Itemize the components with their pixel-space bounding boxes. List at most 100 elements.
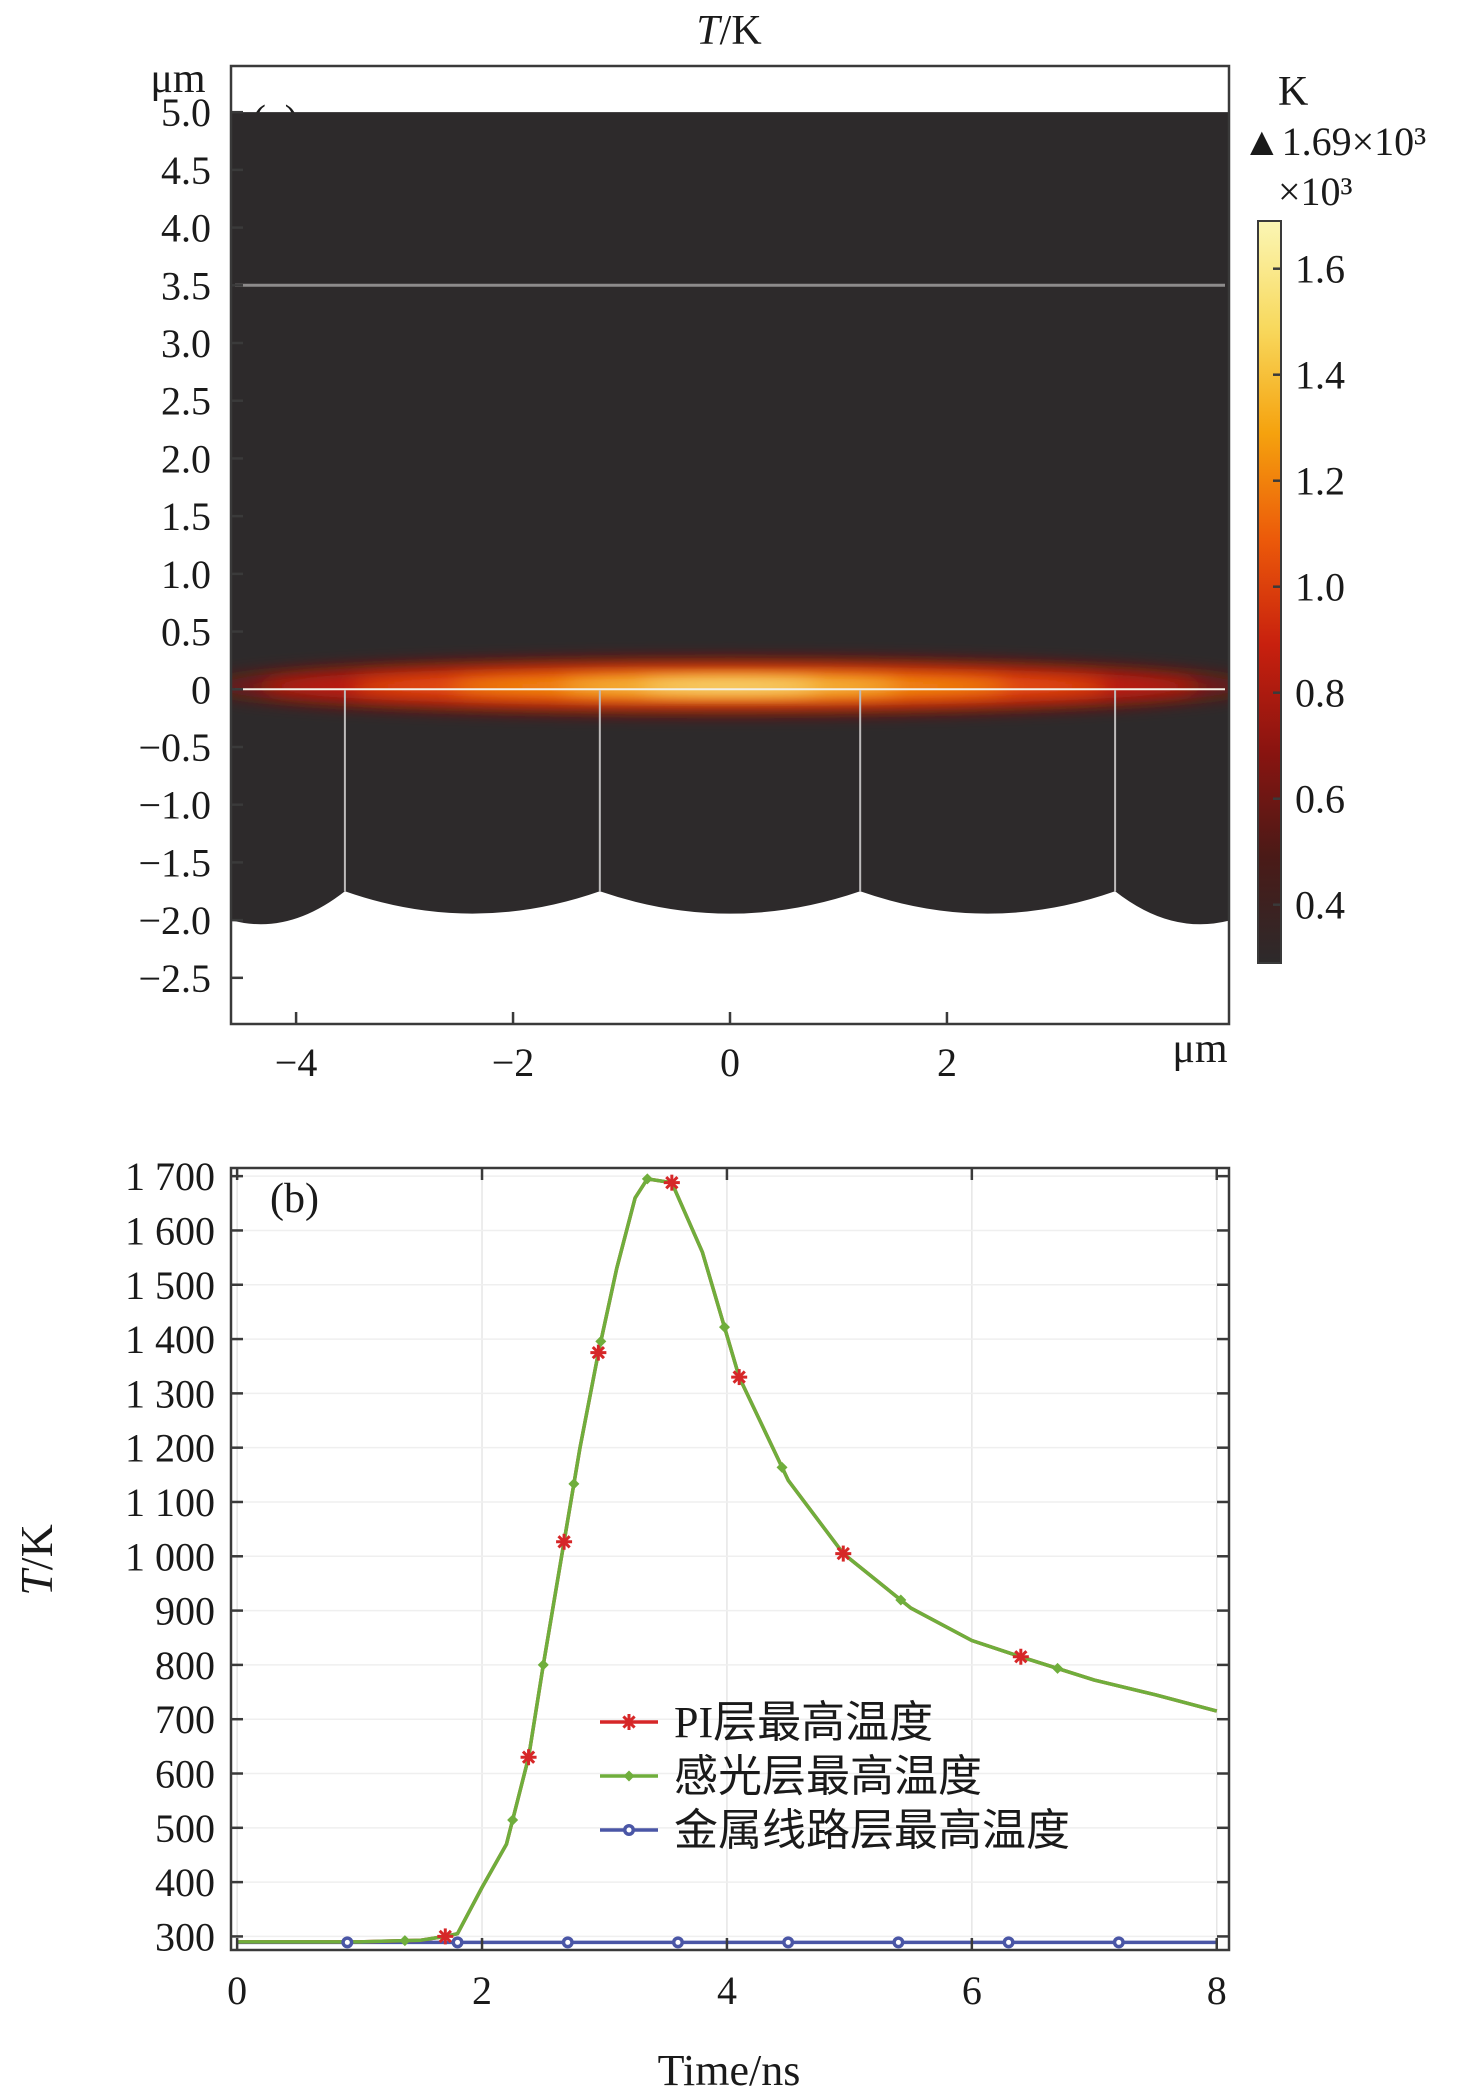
legend-swatch-marker — [623, 1770, 635, 1782]
y-tick-label: −0.5 — [138, 725, 211, 770]
x-tick-label: −2 — [492, 1040, 535, 1085]
layer-boundaries — [235, 283, 1225, 892]
x-tick-label: 4 — [717, 1968, 737, 2013]
panel-a-heatmap: T/K μm μm (a) 5.04.54.03.53.02.52.01.51.… — [138, 8, 1426, 1085]
heatmap-x-unit-label: μm — [1172, 1026, 1228, 1072]
y-tick-label: 1 000 — [125, 1534, 215, 1579]
series-1-marker-8 — [895, 1594, 907, 1606]
x-tick-label: 6 — [962, 1968, 982, 2013]
y-tick-label: 1.5 — [161, 494, 211, 539]
line-chart-y-axis: 300 400 500 600 700 800 900 1 000 1 100 1 200 1 30… — [125, 1154, 1229, 1959]
y-tick-label: 600 — [155, 1752, 215, 1797]
series-2-marker-6 — [1002, 1936, 1015, 1949]
y-tick-label: 3.5 — [161, 263, 211, 308]
y-tick-label: 800 — [155, 1643, 215, 1688]
y-tick-label: 400 — [155, 1860, 215, 1905]
series-1-marker-3 — [568, 1478, 580, 1490]
series-2-marker-2 — [561, 1936, 574, 1949]
series-0-marker-0 — [437, 1928, 454, 1945]
line-chart-x-axis: 0 2 4 6 8 — [227, 1168, 1227, 2013]
colorbar-gradient — [1257, 220, 1282, 964]
series-2-marker-0 — [341, 1936, 354, 1949]
y-tick-label: −2.5 — [138, 956, 211, 1001]
y-tick-label: 4.5 — [161, 148, 211, 193]
y-tick-label: 1 500 — [125, 1263, 215, 1308]
hot-spot-layer-5 — [640, 682, 820, 690]
y-tick-label: 500 — [155, 1806, 215, 1851]
series-2-marker-7 — [1112, 1936, 1125, 1949]
y-tick-label: 4.0 — [161, 206, 211, 251]
y-tick-label: 1 400 — [125, 1317, 215, 1362]
colorbar-unit: K — [1278, 69, 1308, 115]
heatmap-y-axis: 5.0 4.5 4.0 3.5 3.0 2.5 2.0 1.5 1.0 0.5 0 −0.5 −1.0 −… — [138, 90, 243, 1001]
heatmap-body — [231, 112, 1229, 925]
heatmap-x-axis: −4 −2 0 2 — [275, 1012, 957, 1085]
legend-swatch-marker — [621, 1714, 637, 1730]
heatmap-domain — [231, 112, 1229, 925]
y-tick-label: 1 600 — [125, 1208, 215, 1253]
series-1-marker-7 — [776, 1461, 788, 1473]
y-tick-label: 700 — [155, 1697, 215, 1742]
series-1-marker-1 — [507, 1814, 519, 1826]
series-2-marker-1 — [451, 1936, 464, 1949]
y-tick-label: −1.0 — [138, 783, 211, 828]
colorbar-scale-label: ×10³ — [1278, 169, 1353, 214]
line-chart-grid — [231, 1168, 1229, 1950]
colorbar-max-label: ▲1.69×10³ — [1242, 119, 1426, 164]
line-chart-frame — [229, 1166, 1231, 1952]
panel-b-line-chart: 300 400 500 600 700 800 900 1 000 1 100 1 200 1 30… — [11, 1154, 1231, 2095]
y-tick-label: 1 200 — [125, 1426, 215, 1471]
series-0-marker-2 — [556, 1533, 573, 1550]
x-tick-label: 8 — [1207, 1968, 1227, 2013]
series-0-marker-7 — [1012, 1648, 1029, 1665]
legend-entry-label: PI层最高温度 — [674, 1698, 933, 1747]
legend-entry-label: 感光层最高温度 — [674, 1752, 982, 1801]
x-tick-label: 0 — [227, 1968, 247, 2013]
series-0-marker-3 — [590, 1344, 607, 1361]
colorbar-tick-label: 1.0 — [1295, 565, 1345, 610]
series-1-marker-4 — [595, 1335, 607, 1347]
y-tick-label: 2.0 — [161, 436, 211, 481]
x-tick-label: 2 — [472, 1968, 492, 2013]
panel-b-label: (b) — [270, 1176, 319, 1222]
x-tick-label: 0 — [720, 1040, 740, 1085]
y-tick-label: 1 100 — [125, 1480, 215, 1525]
y-tick-label: 0.5 — [161, 610, 211, 655]
y-tick-label: 1 300 — [125, 1371, 215, 1416]
series-0-marker-5 — [731, 1369, 748, 1386]
y-tick-label: −1.5 — [138, 840, 211, 885]
colorbar-tick-label: 1.2 — [1295, 459, 1345, 504]
series-0-marker-1 — [520, 1749, 537, 1766]
colorbar-tick-label: 1.4 — [1295, 353, 1345, 398]
series-2-marker-5 — [892, 1936, 905, 1949]
colorbar-tick-label: 0.4 — [1295, 883, 1345, 928]
line-chart-x-axis-label: Time/ns — [658, 2046, 801, 2095]
series-0-marker-4 — [663, 1174, 680, 1191]
series-1-marker-9 — [1052, 1662, 1064, 1674]
y-tick-label: 1 700 — [125, 1154, 215, 1199]
legend-swatch-marker — [623, 1824, 635, 1836]
heatmap-y-unit-label: μm — [150, 56, 206, 102]
series-0-marker-6 — [835, 1545, 852, 1562]
x-tick-label: −4 — [275, 1040, 318, 1085]
series-1-marker-6 — [718, 1321, 730, 1333]
hot-spot-glow — [231, 660, 1229, 713]
series-2-marker-3 — [671, 1936, 684, 1949]
y-tick-label: 300 — [155, 1914, 215, 1959]
colorbar-ticks: 1.6 1.4 1.2 1.0 0.8 0.6 0.4 — [1273, 247, 1345, 928]
colorbar-tick-label: 0.8 — [1295, 671, 1345, 716]
heatmap-title: T/K — [696, 8, 761, 54]
y-tick-label: 1.0 — [161, 552, 211, 597]
y-tick-label: 2.5 — [161, 379, 211, 424]
series-1-marker-5 — [641, 1173, 653, 1185]
y-tick-label: −2.0 — [138, 898, 211, 943]
y-tick-label: 0 — [191, 667, 211, 712]
series-1-marker-0 — [399, 1935, 411, 1947]
colorbar-tick-label: 1.6 — [1295, 247, 1345, 292]
series-2-marker-4 — [782, 1936, 795, 1949]
line-chart-y-axis-label: T/K — [11, 1524, 62, 1596]
line-chart-plot-area — [231, 1168, 1229, 1950]
colorbar: K ▲1.69×10³ ×10³ 1.6 1.4 1.2 1.0 0.8 0.6 0.4 — [1242, 69, 1426, 964]
